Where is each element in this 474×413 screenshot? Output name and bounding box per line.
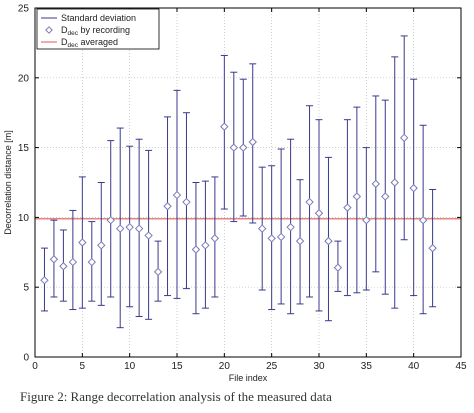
data-point: [163, 202, 172, 211]
data-point: [191, 245, 201, 254]
x-tick-label: 15: [171, 361, 183, 372]
y-tick-label: 5: [23, 283, 29, 294]
y-axis-label: Decorrelation distance [m]: [3, 130, 13, 235]
y-tick-label: 10: [18, 213, 30, 224]
data-point: [371, 179, 381, 189]
y-tick-label: 15: [18, 143, 30, 154]
data-point: [134, 224, 144, 233]
x-tick-label: 45: [455, 361, 467, 372]
data-point: [418, 215, 428, 225]
x-tick-label: 25: [266, 361, 278, 372]
data-point: [144, 231, 153, 240]
legend-label-averaged: Ddec averaged: [61, 37, 118, 49]
y-tick-label: 20: [18, 73, 30, 84]
data-point: [409, 183, 418, 193]
data-point: [87, 257, 97, 267]
plot-frame: [34, 7, 462, 358]
data-point: [286, 222, 295, 232]
data-point: [333, 263, 343, 272]
y-tick-label: 25: [18, 4, 30, 15]
point-layer: [40, 122, 437, 285]
data-point: [153, 267, 163, 277]
data-point: [428, 243, 437, 253]
figure-caption: Figure 2: Range decorrelation analysis o…: [20, 389, 332, 404]
legend: Standard deviation Ddec by recording Dde…: [36, 8, 160, 50]
data-point: [97, 241, 106, 250]
data-point: [182, 197, 191, 207]
data-point: [49, 255, 59, 264]
data-point: [172, 190, 182, 200]
data-point: [248, 137, 257, 147]
x-tick-label: 5: [80, 361, 86, 372]
x-tick-label: 10: [124, 361, 136, 372]
x-tick-label: 35: [361, 361, 373, 372]
data-point: [78, 238, 87, 247]
tick-layer: 0 5 10 15 20 25 30 35 40 45 0 5 10 15 20 25: [18, 4, 467, 373]
legend-label-recording: Ddec by recording: [61, 25, 130, 37]
data-point: [314, 209, 324, 218]
data-point: [201, 241, 210, 250]
x-tick-label: 30: [313, 361, 325, 372]
data-point: [59, 262, 68, 271]
data-point: [210, 234, 220, 243]
data-point: [229, 143, 239, 152]
data-point: [125, 222, 134, 232]
x-tick-label: 20: [219, 361, 231, 372]
data-point: [276, 232, 286, 242]
data-point: [324, 236, 333, 246]
data-point: [40, 276, 49, 285]
legend-swatch-diamond: [45, 26, 53, 34]
data-point: [68, 257, 78, 267]
x-tick-label: 40: [408, 361, 420, 372]
data-point: [295, 236, 305, 246]
data-point: [220, 122, 229, 131]
data-point: [115, 224, 125, 233]
data-point: [305, 197, 314, 207]
data-point: [390, 178, 399, 187]
data-point: [106, 215, 115, 225]
data-point: [257, 224, 267, 233]
data-point: [381, 192, 390, 201]
data-point: [362, 215, 371, 225]
data-point: [239, 143, 248, 152]
data-point: [343, 203, 352, 212]
x-tick-label: 0: [32, 361, 38, 372]
y-tick-label: 0: [23, 353, 29, 364]
data-point: [267, 234, 276, 243]
data-point: [399, 133, 409, 143]
x-axis-label: File index: [229, 373, 268, 383]
data-point: [352, 192, 362, 201]
legend-label-std: Standard deviation: [61, 13, 136, 23]
legend-box: [36, 8, 160, 50]
